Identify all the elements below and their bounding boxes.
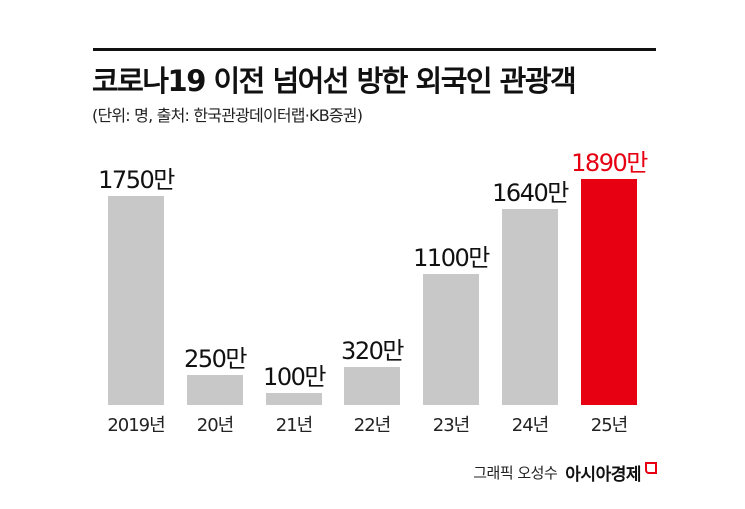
brand-mark-icon (645, 461, 657, 474)
brand-logo-text: 아시아경제 (565, 465, 641, 485)
top-rule (93, 48, 656, 51)
bar-3 (344, 367, 400, 405)
category-label: 24년 (511, 415, 549, 436)
value-label: 1100만 (413, 244, 490, 272)
category-label: 2019년 (107, 415, 165, 436)
value-label: 250만 (184, 345, 247, 373)
value-label: 320만 (341, 337, 404, 365)
bar-5 (502, 209, 558, 405)
bar-4 (423, 274, 479, 405)
value-label: 1640만 (492, 179, 569, 207)
bar-0 (108, 196, 164, 405)
chart-subtitle: (단위: 명, 출처: 한국관광데이터랩·KB증권) (92, 106, 363, 125)
bar-1 (187, 375, 243, 405)
category-label: 23년 (432, 415, 470, 436)
chart-title: 코로나19 이전 넘어선 방한 외국인 관광객 (92, 64, 577, 98)
value-label: 1750만 (98, 166, 175, 194)
category-label: 22년 (353, 415, 391, 436)
category-label: 21년 (275, 415, 313, 436)
bar-2 (266, 393, 322, 405)
bar-6 (581, 179, 637, 405)
value-label: 1890만 (571, 149, 648, 177)
credit-author: 그래픽 오성수 (473, 464, 558, 482)
credit: 그래픽 오성수 아시아경제 (473, 460, 657, 485)
value-label: 100만 (263, 363, 326, 391)
category-label: 25년 (590, 415, 628, 436)
category-label: 20년 (196, 415, 234, 436)
